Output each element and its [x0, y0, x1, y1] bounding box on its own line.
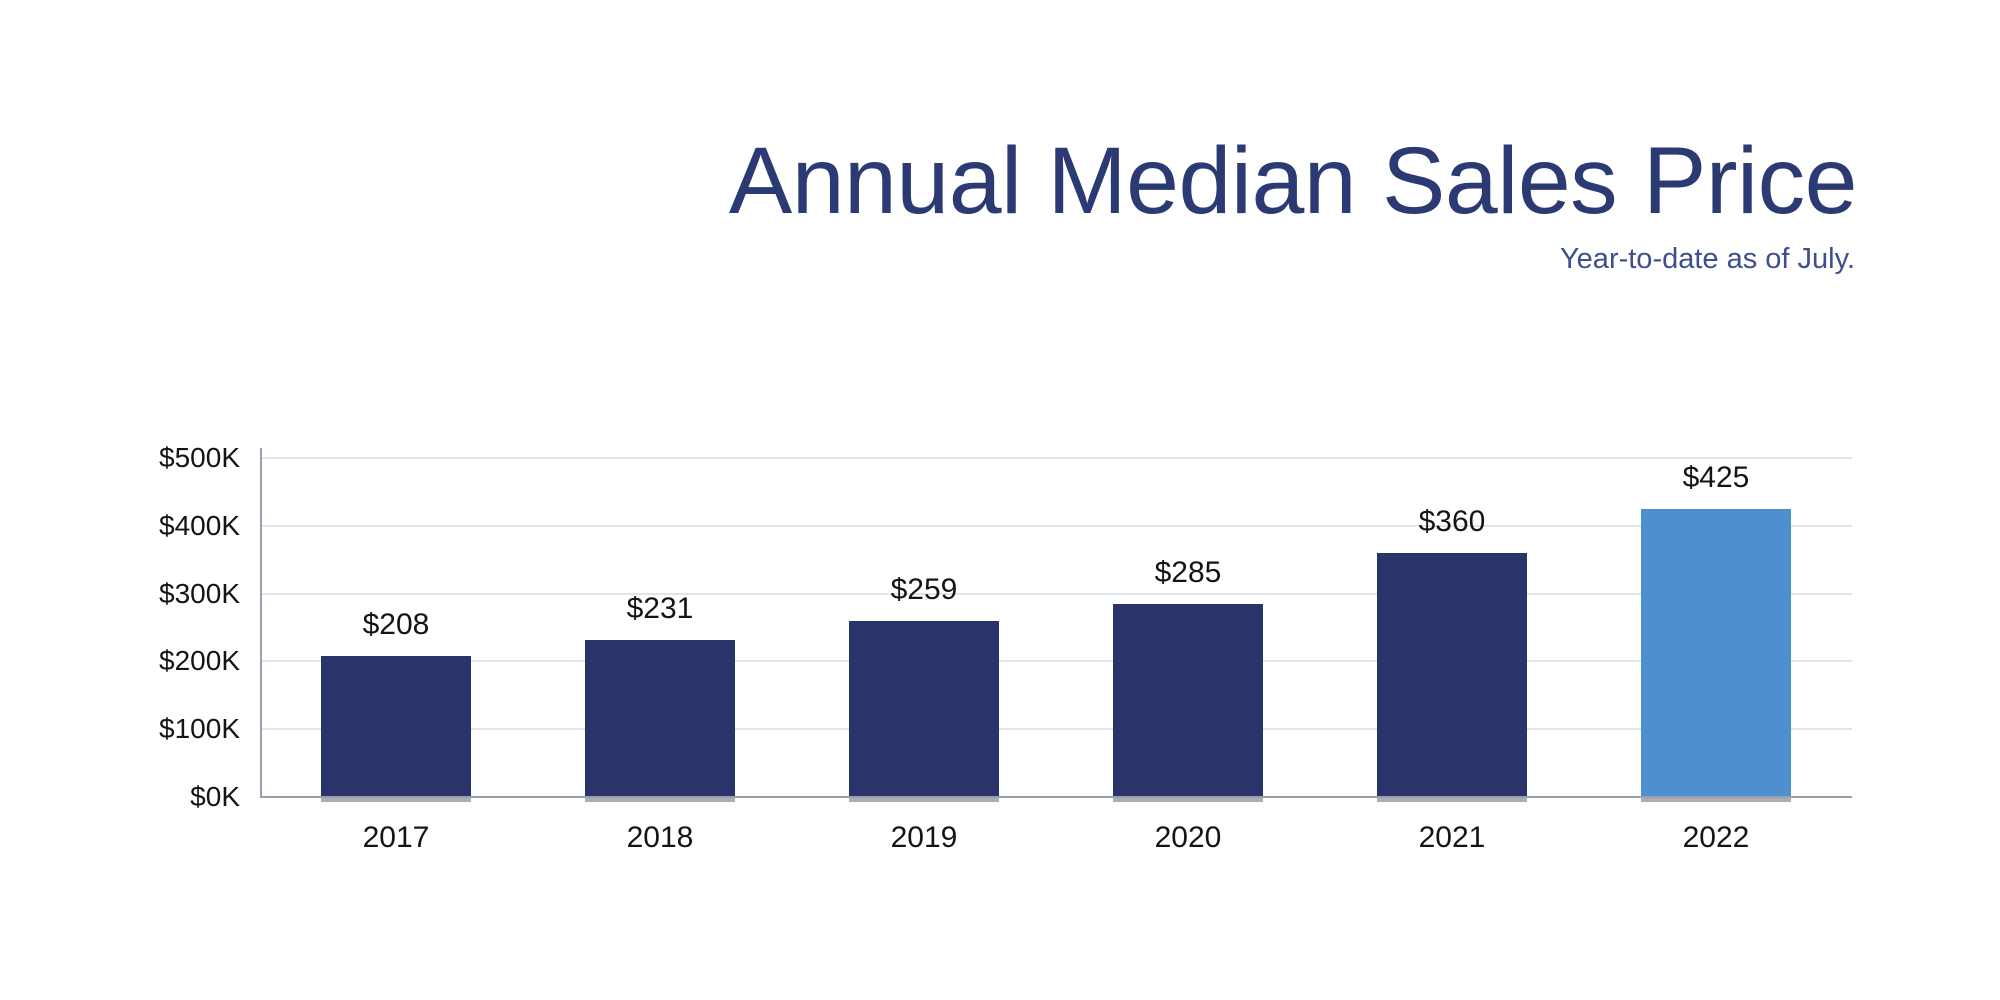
y-tick-label: $500K [159, 442, 240, 473]
chart-title: Annual Median Sales Price [728, 128, 1858, 234]
y-tick-label: $400K [159, 509, 240, 541]
y-tick-label: $300K [159, 577, 240, 609]
x-tick-label: 2019 [890, 821, 958, 854]
x-tick-label: 2018 [626, 821, 694, 854]
bar-value-label: $425 [1682, 460, 1750, 494]
y-tick-label: $200K [159, 645, 240, 677]
grid-line [262, 660, 1852, 663]
y-tick-label: $0K [190, 781, 240, 812]
bar-value-label: $360 [1418, 504, 1486, 538]
bar-value-label: $231 [626, 592, 694, 626]
bar-2019 [849, 621, 999, 802]
bar-2022 [1641, 508, 1791, 803]
bar-2020 [1113, 603, 1263, 803]
x-axis-line [260, 796, 1852, 798]
bar-value-label: $285 [1154, 555, 1222, 589]
y-tick-label: $100K [159, 713, 240, 745]
grid-line [262, 524, 1852, 527]
bar-2017 [321, 655, 471, 803]
grid-line [262, 592, 1852, 595]
x-tick-label: 2017 [362, 821, 430, 854]
bar-2021 [1377, 552, 1527, 803]
x-tick-label: 2022 [1682, 821, 1750, 854]
chart-subtitle: Year-to-date as of July. [1560, 243, 1855, 275]
bar-value-label: $259 [890, 573, 958, 607]
grid-line [262, 457, 1852, 459]
bar-value-label: $208 [362, 607, 430, 641]
x-tick-label: 2021 [1418, 821, 1486, 854]
plot-area: $0K $100K $200K $300K $400K $500K $208 $231 $25… [159, 443, 1852, 854]
grid-line [262, 728, 1852, 731]
bar-2018 [585, 640, 735, 802]
x-tick-label: 2020 [1154, 821, 1222, 854]
y-axis-line [260, 448, 262, 797]
